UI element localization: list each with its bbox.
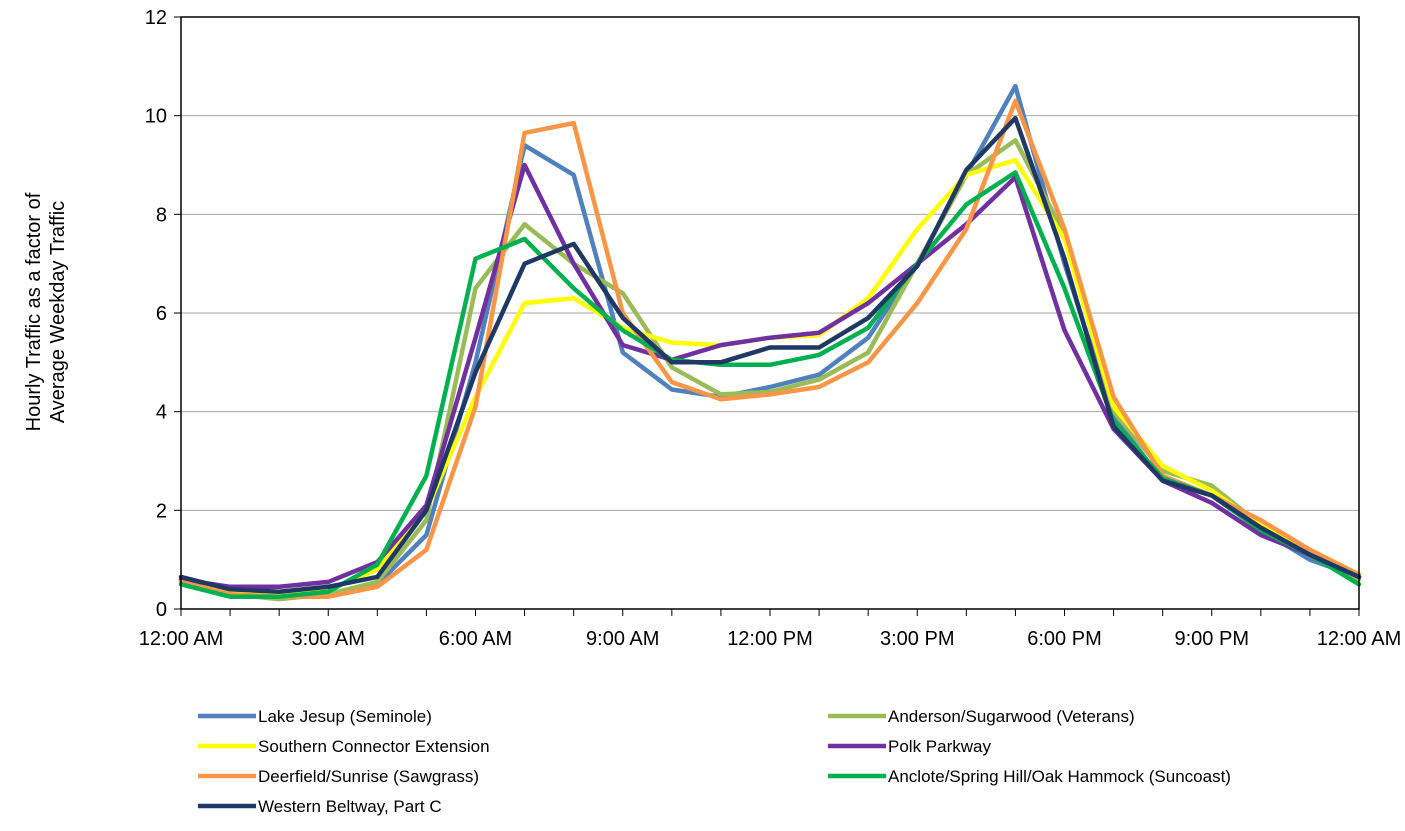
series-line-2 <box>178 157 1362 597</box>
y-axis-title: Hourly Traffic as a factor of Average We… <box>23 192 69 431</box>
legend-item-1: Anderson/Sugarwood (Veterans) <box>828 707 1135 726</box>
x-axis-ticks: 12:00 AM 3:00 AM 6:00 AM 9:00 AM 12:00 PM 3:0… <box>139 609 1402 650</box>
legend-item-5: Anclote/Spring Hill/Oak Hammock (Suncoas… <box>828 767 1231 786</box>
legend-item-6: Western Beltway, Part C <box>198 797 442 816</box>
x-tick-label-5: 3:00 PM <box>880 628 954 650</box>
y-axis-title-line-2: Average Weekday Traffic <box>47 201 69 423</box>
series-line-5 <box>178 170 1362 599</box>
legend-label-3: Polk Parkway <box>888 737 991 756</box>
x-tick-label-2: 6:00 AM <box>439 628 512 650</box>
y-tick-label-12: 12 <box>145 7 167 29</box>
legend-label-6: Western Beltway, Part C <box>258 797 442 816</box>
legend: Lake Jesup (Seminole) Anderson/Sugarwood … <box>198 707 1231 816</box>
y-tick-label-8: 8 <box>156 204 167 226</box>
y-axis-ticks: 0 2 4 6 8 10 12 <box>145 7 181 621</box>
legend-label-0: Lake Jesup (Seminole) <box>258 707 432 726</box>
x-tick-label-3: 9:00 AM <box>586 628 659 650</box>
legend-item-3: Polk Parkway <box>828 737 991 756</box>
legend-label-4: Deerfield/Sunrise (Sawgrass) <box>258 767 479 786</box>
series-line-6 <box>178 115 1362 594</box>
legend-item-0: Lake Jesup (Seminole) <box>198 707 432 726</box>
legend-label-2: Southern Connector Extension <box>258 737 490 756</box>
y-tick-label-4: 4 <box>156 402 167 424</box>
gridlines <box>181 115 1359 511</box>
x-tick-label-4: 12:00 PM <box>727 628 813 650</box>
x-tick-label-7: 9:00 PM <box>1175 628 1249 650</box>
x-tick-label-6: 6:00 PM <box>1027 628 1101 650</box>
y-axis-title-line-1: Hourly Traffic as a factor of <box>23 192 45 431</box>
series-line-0 <box>178 83 1362 599</box>
series-line-3 <box>178 162 1362 590</box>
y-tick-label-6: 6 <box>156 303 167 325</box>
x-tick-label-8: 12:00 AM <box>1317 628 1402 650</box>
legend-label-1: Anderson/Sugarwood (Veterans) <box>888 707 1135 726</box>
x-tick-label-1: 3:00 AM <box>292 628 365 650</box>
series-line-1 <box>178 138 1362 602</box>
y-tick-label-10: 10 <box>145 106 167 128</box>
legend-item-4: Deerfield/Sunrise (Sawgrass) <box>198 767 479 786</box>
y-tick-label-0: 0 <box>156 599 167 621</box>
x-tick-label-0: 12:00 AM <box>139 628 224 650</box>
y-tick-label-2: 2 <box>156 500 167 522</box>
legend-item-2: Southern Connector Extension <box>198 737 490 756</box>
plot-area-frame <box>180 16 1360 610</box>
series-lines <box>178 83 1362 602</box>
legend-label-5: Anclote/Spring Hill/Oak Hammock (Suncoas… <box>888 767 1231 786</box>
